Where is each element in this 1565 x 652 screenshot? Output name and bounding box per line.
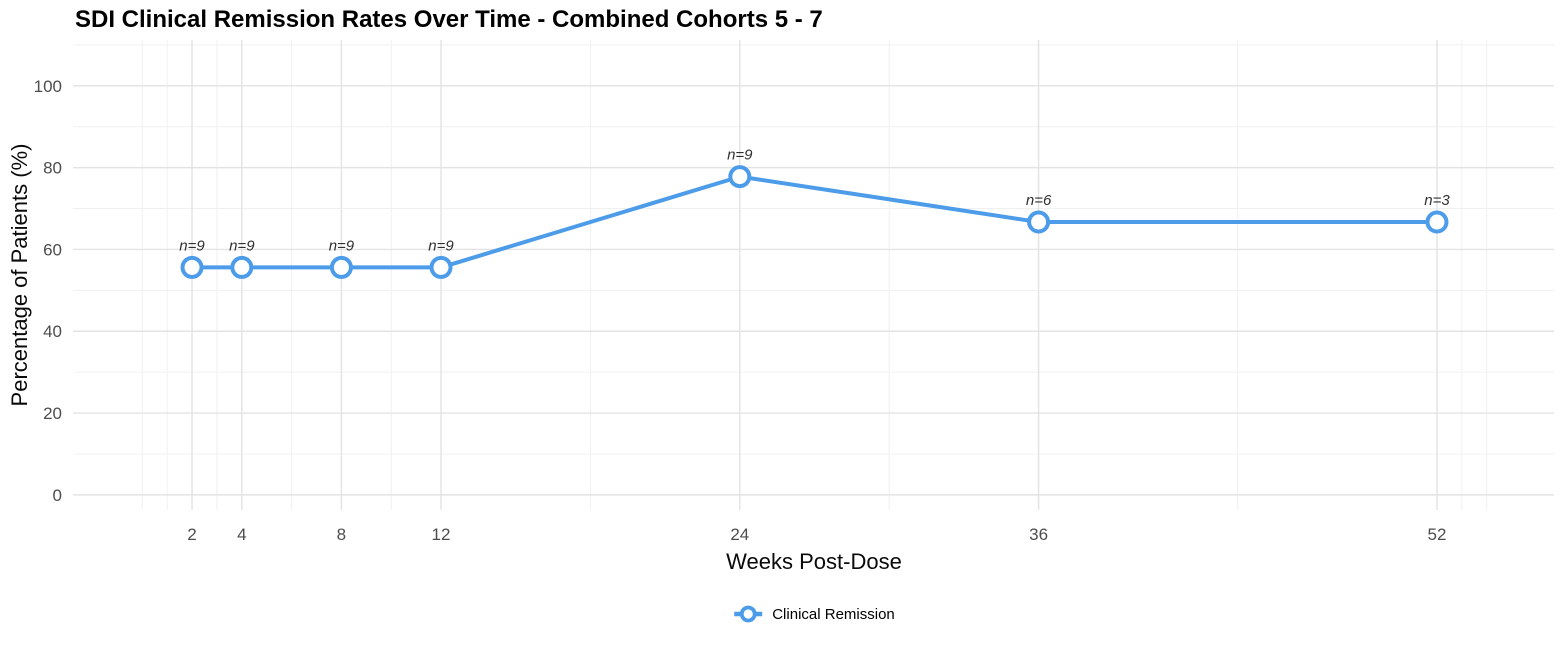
data-point-n-label: n=6 <box>1026 192 1052 209</box>
x-tick-label: 52 <box>1428 525 1447 544</box>
legend: Clinical Remission <box>733 602 895 626</box>
data-point-n-label: n=9 <box>727 147 753 164</box>
data-point-marker <box>1027 210 1051 234</box>
x-tick-label: 12 <box>432 525 451 544</box>
y-tick-label: 60 <box>43 240 62 259</box>
data-point-n-label: n=3 <box>1424 192 1450 209</box>
legend-label: Clinical Remission <box>772 605 895 623</box>
chart-title: SDI Clinical Remission Rates Over Time -… <box>75 6 823 33</box>
x-tick-label: 24 <box>730 525 749 544</box>
data-point-marker <box>180 255 204 279</box>
legend-key-line-point-icon <box>734 605 763 623</box>
x-tick-label: 8 <box>337 525 346 544</box>
series-line <box>192 174 1437 270</box>
y-tick-label: 40 <box>43 322 62 341</box>
data-point-n-label: n=9 <box>329 237 355 254</box>
y-tick-label: 80 <box>43 159 62 178</box>
y-tick-label: 20 <box>43 404 62 423</box>
data-point-marker <box>329 255 353 279</box>
y-tick-label: 100 <box>34 77 62 96</box>
data-point-n-label: n=9 <box>179 237 205 254</box>
data-point-marker <box>1425 210 1449 234</box>
data-point-n-label: n=9 <box>229 237 255 254</box>
data-point-n-label: n=9 <box>428 237 454 254</box>
y-axis-title: Percentage of Patients (%) <box>7 143 32 407</box>
x-tick-label: 4 <box>237 525 246 544</box>
x-tick-label: 36 <box>1029 525 1048 544</box>
x-tick-label: 2 <box>187 525 196 544</box>
x-axis-title: Weeks Post-Dose <box>726 549 902 574</box>
y-tick-label: 0 <box>53 486 62 505</box>
data-point-marker <box>230 255 254 279</box>
data-point-marker <box>728 165 752 189</box>
data-point-marker <box>429 255 453 279</box>
